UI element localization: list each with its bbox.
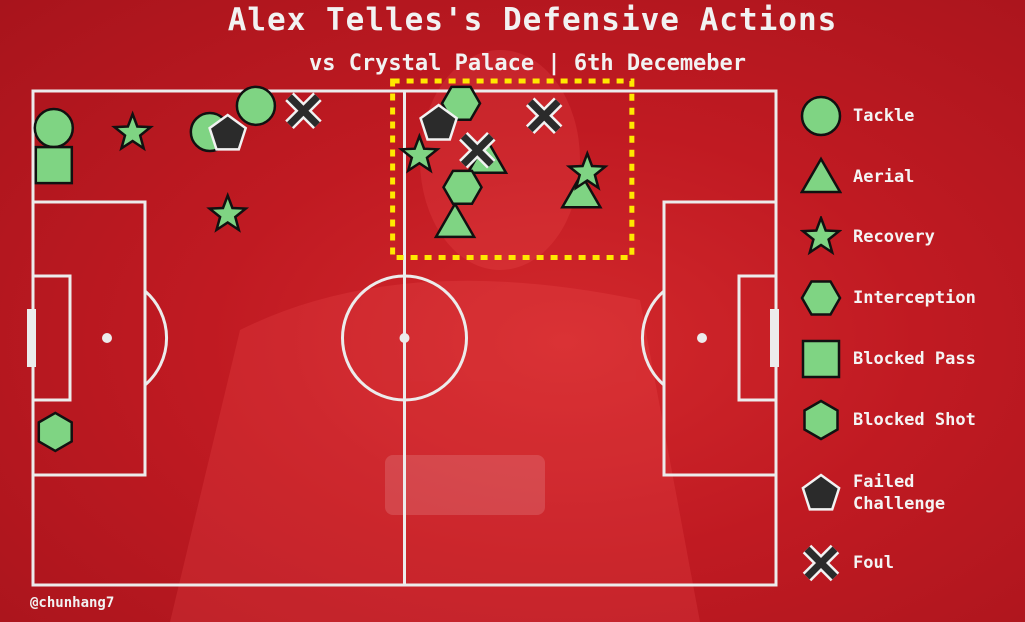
legend-marker <box>800 280 842 316</box>
foul-marker <box>525 97 563 134</box>
interception-marker <box>442 169 483 206</box>
star-icon <box>800 216 842 256</box>
legend-marker <box>803 399 839 441</box>
legend-item-interception: Interception <box>800 274 1025 322</box>
highlight-zone-box <box>390 78 635 260</box>
legend-marker <box>802 544 840 582</box>
legend-label: Tackle <box>853 106 915 126</box>
legend-item-foul: Foul <box>800 539 1025 587</box>
blocked-pass-marker <box>34 145 74 185</box>
circle-icon <box>800 95 842 137</box>
legend-item-tackle: Tackle <box>800 92 1025 140</box>
legend-label: Blocked Shot <box>853 410 976 430</box>
legend-item-aerial: Aerial <box>800 153 1025 201</box>
left-goal <box>27 309 36 367</box>
chart-subtitle: vs Crystal Palace | 6th Decemeber <box>308 51 747 76</box>
right-penalty-spot <box>697 333 707 343</box>
legend-marker <box>801 339 841 379</box>
right-penalty-arc <box>641 289 665 387</box>
interception-marker <box>440 85 482 122</box>
legend-label: Foul <box>853 553 894 573</box>
legend-label: Interception <box>853 288 976 308</box>
legend-marker <box>800 95 842 137</box>
recovery-marker <box>206 191 250 233</box>
recovery-marker <box>565 149 609 191</box>
recovery-marker <box>111 110 154 152</box>
legend-item-blocked-shot: Blocked Shot <box>800 396 1025 444</box>
legend-label: Aerial <box>853 167 915 187</box>
left-penalty-spot <box>102 333 112 343</box>
triangle-icon <box>800 156 842 194</box>
hexagon-icon <box>800 280 842 316</box>
legend-item-failed-challenge: Failed Challenge <box>800 469 1025 517</box>
centre-spot <box>399 333 410 343</box>
centre-circle <box>341 274 468 402</box>
left-penalty-arc <box>144 289 168 387</box>
right-penalty-area <box>662 200 778 477</box>
tackle-marker <box>235 85 277 127</box>
legend-label: Failed Challenge <box>853 472 946 514</box>
pentagon-icon <box>801 473 841 511</box>
chart-title: Alex Telles's Defensive Actions <box>227 2 838 38</box>
left-six-yard-box <box>31 274 72 402</box>
foul-marker <box>459 132 496 169</box>
legend-marker <box>800 156 842 194</box>
legend-label: Recovery <box>853 227 935 247</box>
legend-marker <box>800 216 842 256</box>
failed-challenge-marker <box>419 103 459 141</box>
foul-marker <box>285 92 322 130</box>
failed-challenge-marker <box>208 113 248 151</box>
tackle-marker <box>33 107 75 149</box>
square-icon <box>801 339 841 379</box>
x-icon <box>802 544 840 582</box>
author-credit: @chunhang7 <box>30 595 115 611</box>
aerial-marker <box>560 171 603 209</box>
hexagon-vertical-icon <box>803 399 839 441</box>
recovery-marker <box>397 132 441 174</box>
legend-item-blocked-pass: Blocked Pass <box>800 335 1025 383</box>
blocked-shot-marker <box>37 411 73 453</box>
right-goal <box>770 309 779 367</box>
action-markers <box>33 85 609 453</box>
legend-item-recovery: Recovery <box>800 213 1025 261</box>
legend-marker <box>801 473 841 511</box>
legend-label: Blocked Pass <box>853 349 976 369</box>
aerial-marker <box>433 201 477 239</box>
